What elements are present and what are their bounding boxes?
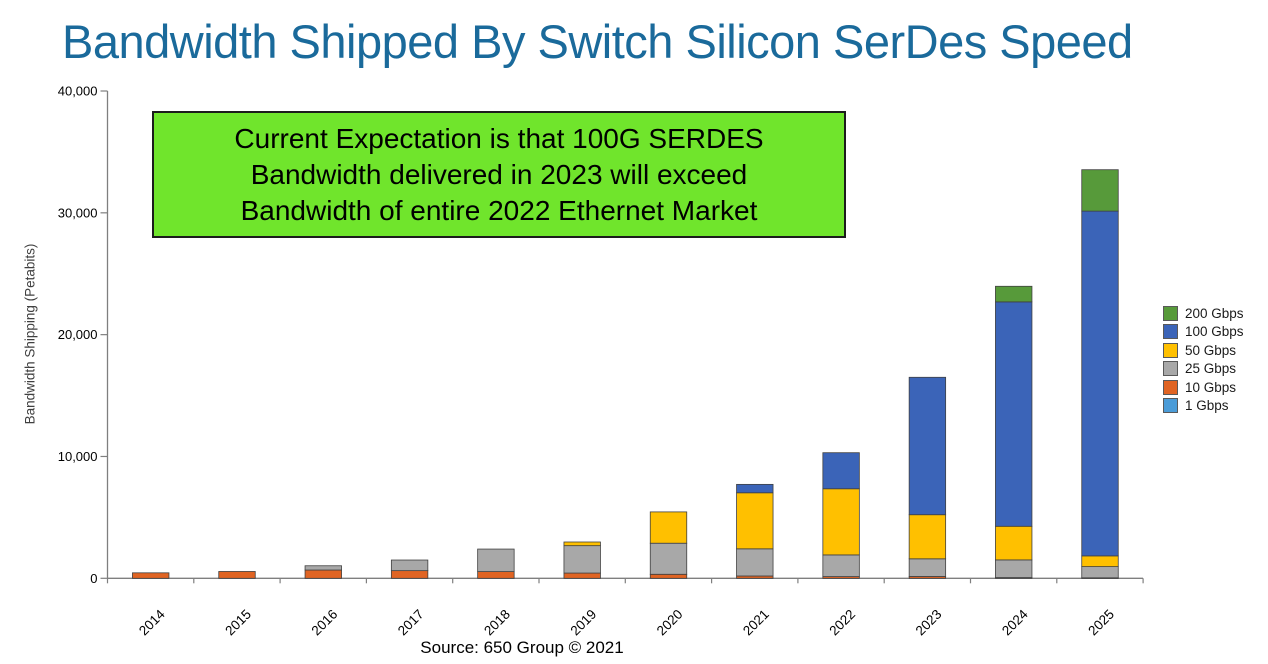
bar-segment-2016-25-gbps (304, 565, 342, 571)
x-tick-label: 2025 (1085, 607, 1117, 639)
legend: 200 Gbps 100 Gbps 50 Gbps 25 Gbps 10 Gbps 1 G… (1163, 305, 1244, 418)
bar-segment-2023-50-gbps (908, 514, 947, 560)
chart-title: Bandwidth Shipped By Switch Silicon SerD… (62, 15, 1133, 68)
y-tick-label: 0 (90, 571, 97, 586)
source-note: Source: 650 Group © 2021 (420, 638, 624, 657)
bar-segment-2019-50-gbps (563, 541, 601, 547)
x-tick-label: 2014 (136, 606, 168, 638)
bar-segment-2023-100-gbps (908, 376, 947, 516)
bar-segment-2025-100-gbps (1081, 210, 1119, 557)
x-tick-label: 2019 (567, 607, 599, 639)
bar-segment-2020-50-gbps (649, 511, 688, 544)
bar-segment-2024-100-gbps (995, 301, 1033, 527)
legend-label: 100 Gbps (1185, 324, 1244, 340)
y-tick-label: 40,000 (58, 84, 98, 99)
bar-segment-2022-100-gbps (822, 452, 860, 490)
legend-item-200-gbps: 200 Gbps (1163, 305, 1244, 321)
bar-segment-2014-10-gbps (132, 572, 170, 579)
legend-label: 1 Gbps (1185, 398, 1229, 414)
annotation-line-2: Bandwidth delivered in 2023 will exceed (250, 158, 748, 190)
x-tick-label: 2022 (826, 607, 858, 639)
legend-swatch (1163, 379, 1178, 395)
bar-segment-2016-10-gbps (304, 569, 342, 579)
legend-item-10-gbps: 10 Gbps (1163, 379, 1244, 395)
bar-segment-2021-25-gbps (736, 548, 774, 577)
annotation-line-3: Bandwidth of entire 2022 Ethernet Market (240, 194, 758, 226)
x-tick-label: 2023 (913, 607, 945, 639)
y-tick-label: 20,000 (58, 327, 98, 342)
x-tick-label: 2018 (481, 607, 513, 639)
bar-segment-2019-25-gbps (563, 545, 601, 574)
bar-segment-2023-25-gbps (908, 558, 947, 577)
bar-segment-2019-10-gbps (563, 572, 601, 579)
bar-segment-2017-10-gbps (390, 570, 429, 579)
bar-segment-2025-50-gbps (1081, 555, 1119, 568)
legend-label: 200 Gbps (1185, 305, 1244, 321)
legend-swatch (1163, 342, 1178, 358)
legend-item-100-gbps: 100 Gbps (1163, 324, 1244, 340)
x-tick-label: 2021 (740, 607, 772, 639)
bar-segment-2025-200-gbps (1081, 169, 1119, 212)
y-tick-label: 10,000 (58, 449, 98, 464)
bar-segment-2022-25-gbps (822, 554, 860, 577)
bar-segment-2021-100-gbps (736, 483, 774, 494)
bar-segment-2020-25-gbps (649, 542, 688, 575)
bar-segment-2025-25-gbps (1081, 566, 1119, 579)
legend-label: 10 Gbps (1185, 379, 1237, 395)
y-tick-label: 30,000 (58, 205, 98, 220)
bar-segment-2021-50-gbps (736, 492, 774, 550)
x-tick-label: 2016 (309, 607, 341, 639)
x-tick-label: 2015 (222, 607, 254, 639)
legend-swatch (1163, 361, 1178, 377)
legend-label: 25 Gbps (1185, 361, 1237, 377)
legend-swatch (1163, 324, 1178, 340)
bar-segment-2024-25-gbps (995, 559, 1033, 578)
bar-segment-2020-10-gbps (649, 573, 688, 579)
legend-item-25-gbps: 25 Gbps (1163, 361, 1244, 377)
x-tick-label: 2024 (999, 606, 1031, 638)
annotation-line-1: Current Expectation is that 100G SERDES (234, 122, 764, 154)
legend-swatch (1163, 398, 1178, 414)
legend-item-1-gbps: 1 Gbps (1163, 398, 1244, 414)
annotation-box: Current Expectation is that 100G SERDES … (152, 111, 846, 238)
bar-segment-2024-50-gbps (995, 525, 1033, 561)
bar-segment-2015-10-gbps (218, 571, 256, 579)
x-tick-label: 2020 (654, 607, 686, 639)
x-tick-label: 2017 (395, 607, 427, 639)
legend-label: 50 Gbps (1185, 342, 1237, 358)
bar-segment-2022-50-gbps (822, 488, 860, 556)
legend-swatch (1163, 305, 1178, 321)
bar-segment-2024-200-gbps (995, 285, 1033, 303)
bar-segment-2018-25-gbps (477, 548, 515, 572)
bar-segment-2017-25-gbps (390, 559, 429, 572)
bar-segment-2018-10-gbps (477, 571, 515, 579)
legend-item-50-gbps: 50 Gbps (1163, 342, 1244, 358)
